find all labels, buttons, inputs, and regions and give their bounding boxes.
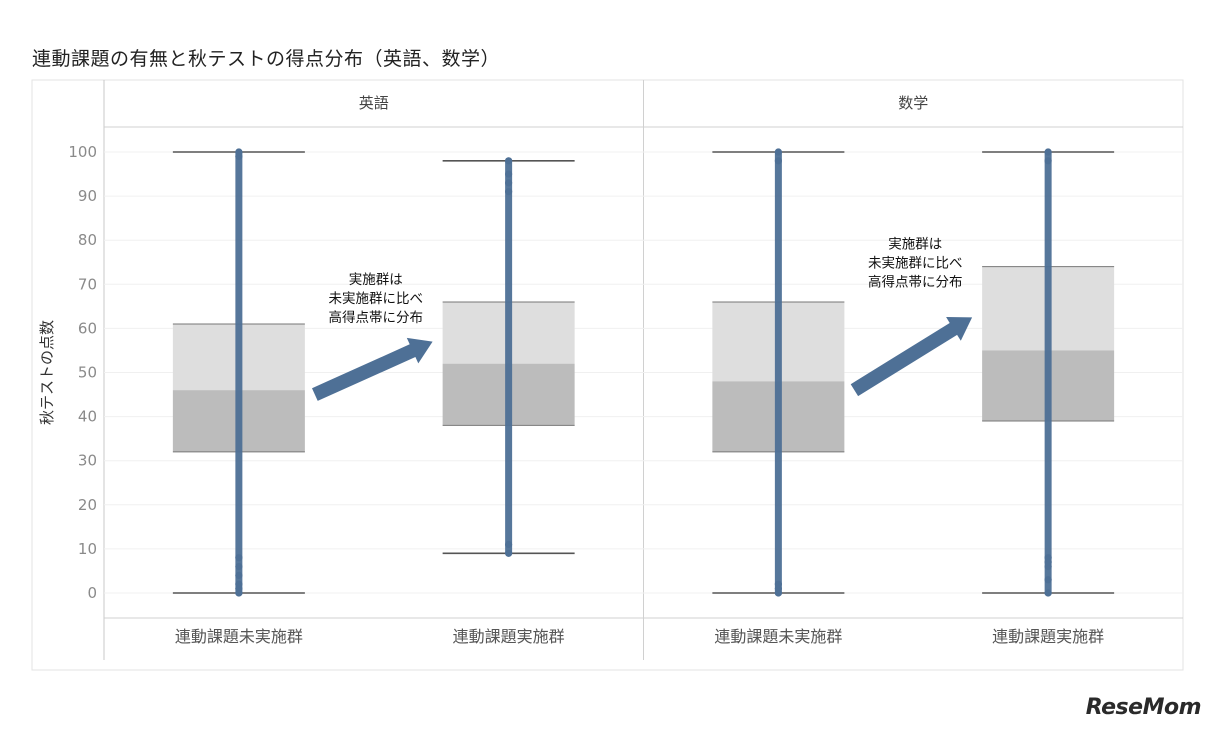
data-point [235, 554, 243, 562]
comparison-arrow [850, 317, 973, 397]
panel-title: 英語 [359, 94, 389, 112]
data-point [1044, 148, 1052, 156]
data-point [505, 188, 513, 196]
annotation-text: 未実施群に比べ [329, 291, 424, 307]
data-point [505, 179, 513, 187]
data-point [774, 148, 782, 156]
chart-title: 連動課題の有無と秋テストの得点分布（英語、数学） [32, 48, 501, 70]
data-point [505, 157, 513, 165]
data-point [1044, 576, 1052, 584]
data-point [505, 549, 513, 557]
data-point [1044, 554, 1052, 562]
data-point [235, 562, 243, 571]
y-axis-title: 秋テストの点数 [38, 320, 56, 425]
y-tick-label: 40 [78, 408, 97, 426]
data-point [235, 580, 243, 588]
y-tick-label: 20 [78, 496, 97, 514]
annotation-text: 実施群は [888, 237, 942, 253]
y-tick-label: 30 [78, 452, 97, 470]
data-point [1044, 157, 1052, 165]
data-point [235, 571, 243, 579]
x-category-label: 連動課題実施群 [992, 627, 1104, 646]
annotation-text: 高得点帯に分布 [868, 274, 963, 291]
y-tick-label: 80 [78, 231, 97, 249]
x-category-label: 連動課題実施群 [453, 627, 565, 646]
data-point [774, 157, 782, 165]
comparison-arrow [312, 337, 433, 401]
panel-title: 数学 [898, 94, 928, 112]
data-point [505, 170, 513, 178]
y-tick-label: 10 [78, 540, 97, 558]
annotation-text: 未実施群に比べ [868, 256, 963, 272]
chart-frame [31, 79, 1184, 671]
y-tick-label: 0 [87, 584, 97, 602]
y-tick-label: 50 [78, 364, 97, 382]
annotation-text: 高得点帯に分布 [329, 309, 424, 326]
data-point [774, 580, 782, 588]
y-tick-label: 70 [78, 275, 97, 293]
annotation-text: 実施群は [349, 272, 403, 288]
data-point [235, 148, 243, 156]
data-point [1044, 589, 1052, 597]
x-category-label: 連動課題未実施群 [714, 627, 842, 646]
y-tick-label: 90 [78, 187, 97, 205]
data-point [505, 540, 513, 549]
y-tick-label: 100 [68, 143, 97, 161]
y-tick-label: 60 [78, 319, 97, 337]
x-category-label: 連動課題未実施群 [175, 627, 303, 646]
resemom-logo: ReseMom [1085, 695, 1202, 720]
